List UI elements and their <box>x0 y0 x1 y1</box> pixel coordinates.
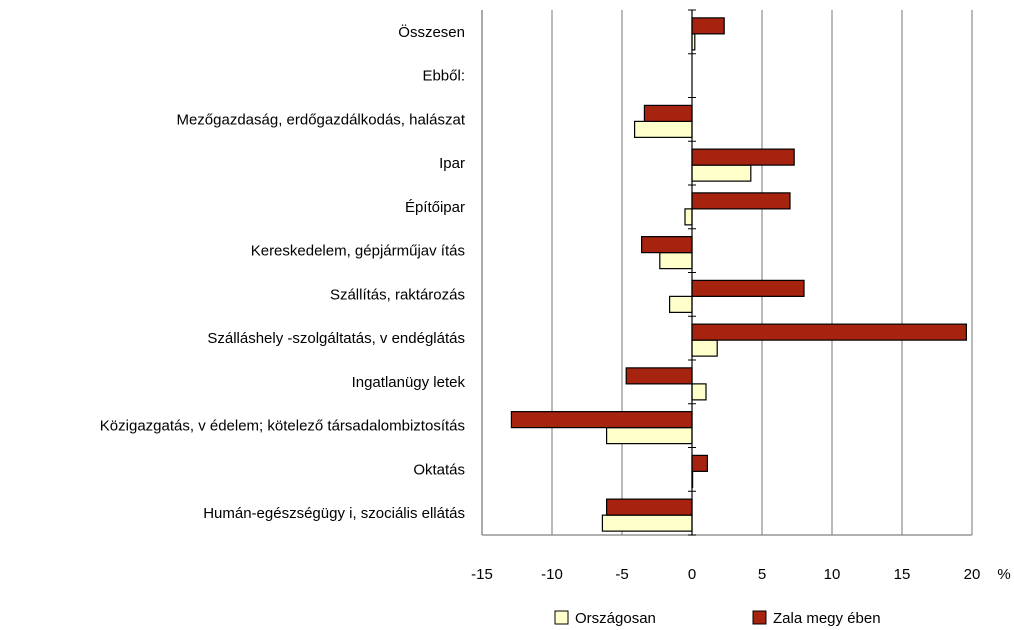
bar-orszagosan-4 <box>684 208 693 226</box>
x-tick-label: -10 <box>541 566 563 583</box>
bar-orszagosan-3 <box>691 164 752 182</box>
tick-labels: -15 -10 -5 0 5 10 15 20% <box>471 566 1011 583</box>
x-tick-label: -15 <box>471 566 493 583</box>
x-unit-label: % <box>997 566 1010 583</box>
category-label: Szállítás, raktározás <box>330 286 465 303</box>
bar-zala-2 <box>643 104 693 122</box>
axes <box>481 9 972 536</box>
gridlines <box>481 10 973 535</box>
category-label: Humán-egészségügy i, szociális ellátás <box>203 505 465 522</box>
legend-label-orszagosan: Országosan <box>575 610 656 627</box>
legend-label-zala: Zala megy ében <box>773 610 881 627</box>
x-tick-label: 10 <box>824 566 841 583</box>
x-tick-label: 15 <box>894 566 911 583</box>
category-label: Építőipar <box>405 199 465 216</box>
legend-swatch-zala <box>752 610 767 625</box>
category-label: Ipar <box>439 155 465 172</box>
bar-orszagosan-9 <box>605 427 693 445</box>
category-label: Mezőgazdaság, erdőgazdálkodás, halászat <box>176 111 465 128</box>
x-tick-label: 20 <box>964 566 981 583</box>
category-label: Ingatlanügy letek <box>352 374 466 391</box>
bar-zala-8 <box>625 367 693 385</box>
x-tick-label: 0 <box>688 566 696 583</box>
bar-orszagosan-11 <box>601 514 693 532</box>
bar-zala-9 <box>510 411 693 429</box>
category-labels: Összesen Ebből: Mezőgazdaság, erdőgazdálko… <box>100 23 466 522</box>
bar-orszagosan-5 <box>659 252 693 270</box>
bar-zala-4 <box>691 192 791 210</box>
legend: Országosan Zala megy ében <box>554 610 881 627</box>
category-label: Ebből: <box>422 68 465 85</box>
bar-orszagosan-8 <box>691 383 707 401</box>
bar-orszagosan-2 <box>633 120 693 138</box>
bar-orszagosan-7 <box>691 339 718 357</box>
bars <box>510 17 967 532</box>
x-tick-label: 5 <box>758 566 766 583</box>
bar-zala-11 <box>605 498 693 516</box>
bar-zala-7 <box>691 323 967 341</box>
bar-zala-10 <box>691 454 708 472</box>
category-label: Közigazgatás, v édelem; kötelező társada… <box>100 418 465 435</box>
category-label: Összesen <box>398 23 465 41</box>
legend-swatch-orszagosan <box>554 610 569 625</box>
category-label: Kereskedelem, gépjárműjav ítás <box>251 243 465 260</box>
category-label: Szálláshely -szolgáltatás, v endéglátás <box>207 330 465 347</box>
x-tick-label: -5 <box>615 566 628 583</box>
bar-zala-0 <box>691 17 725 35</box>
category-label: Oktatás <box>413 461 465 478</box>
bar-zala-6 <box>691 279 805 297</box>
bar-zala-3 <box>691 148 795 166</box>
bar-orszagosan-6 <box>668 295 693 313</box>
bar-zala-5 <box>640 236 693 254</box>
